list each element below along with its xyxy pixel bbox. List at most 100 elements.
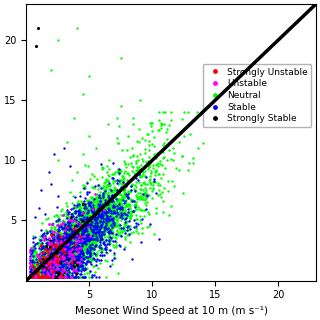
Point	[78, 250, 83, 255]
Point	[80, 199, 85, 204]
Point	[87, 254, 92, 259]
Point	[87, 249, 92, 254]
Point	[60, 253, 65, 258]
Point	[36, 274, 41, 279]
Point	[92, 228, 97, 233]
Point	[62, 270, 67, 275]
Point	[31, 254, 36, 259]
Point	[150, 185, 156, 190]
Point	[76, 224, 81, 229]
Point	[131, 198, 136, 204]
Point	[85, 192, 90, 197]
Point	[36, 274, 41, 279]
Point	[46, 250, 51, 255]
Point	[113, 194, 118, 199]
Point	[85, 229, 90, 234]
Point	[44, 241, 49, 246]
Point	[87, 240, 92, 245]
Point	[108, 197, 114, 203]
Point	[55, 250, 60, 255]
Point	[136, 172, 141, 177]
Point	[81, 231, 86, 236]
Point	[76, 225, 81, 230]
Point	[108, 203, 113, 208]
Point	[62, 222, 68, 227]
Point	[40, 268, 45, 273]
Point	[160, 142, 165, 148]
Point	[71, 252, 76, 257]
Point	[46, 247, 52, 252]
Point	[49, 260, 54, 266]
Point	[42, 252, 47, 257]
Point	[78, 251, 84, 256]
Point	[58, 247, 63, 252]
Point	[53, 248, 58, 253]
Point	[63, 234, 68, 239]
Point	[64, 262, 69, 268]
Point	[87, 236, 92, 241]
Point	[43, 272, 48, 277]
Point	[51, 273, 56, 278]
Point	[79, 230, 84, 236]
Point	[160, 210, 165, 215]
Point	[38, 259, 43, 264]
Point	[88, 215, 93, 220]
Point	[43, 274, 48, 279]
Point	[66, 219, 71, 224]
Point	[86, 226, 91, 231]
Point	[47, 265, 52, 270]
Point	[88, 225, 93, 230]
Point	[65, 272, 70, 277]
Point	[96, 198, 101, 203]
Point	[113, 201, 118, 206]
Point	[47, 248, 52, 253]
Point	[53, 261, 58, 267]
Point	[92, 233, 97, 238]
Point	[88, 223, 93, 228]
Point	[151, 178, 156, 183]
Point	[100, 198, 105, 204]
Point	[84, 235, 89, 240]
Point	[30, 259, 35, 264]
Point	[68, 215, 73, 220]
Point	[43, 228, 48, 234]
Point	[50, 274, 55, 279]
Point	[81, 249, 86, 254]
Point	[104, 202, 109, 207]
Point	[70, 242, 75, 247]
Point	[139, 173, 144, 178]
Point	[75, 220, 80, 225]
Point	[67, 228, 72, 233]
Point	[53, 262, 58, 268]
Point	[61, 241, 66, 246]
Point	[113, 210, 118, 215]
Point	[80, 249, 85, 254]
Point	[62, 264, 67, 269]
Point	[89, 214, 94, 220]
Point	[57, 246, 62, 252]
Point	[28, 272, 33, 277]
Point	[118, 205, 123, 210]
Point	[66, 258, 71, 263]
Point	[99, 212, 104, 217]
Point	[30, 252, 35, 257]
Point	[60, 207, 65, 212]
Point	[75, 256, 80, 261]
Point	[30, 274, 35, 279]
Point	[100, 252, 105, 258]
Point	[28, 274, 33, 279]
Point	[82, 233, 87, 238]
Point	[28, 250, 34, 255]
Point	[60, 222, 65, 227]
Point	[68, 274, 74, 279]
Point	[64, 252, 69, 258]
Point	[70, 248, 75, 253]
Point	[83, 241, 88, 246]
Point	[60, 237, 65, 242]
Point	[58, 274, 63, 279]
Point	[88, 258, 93, 263]
Point	[36, 274, 42, 279]
Point	[142, 196, 147, 202]
Point	[73, 228, 78, 233]
Point	[68, 238, 73, 243]
